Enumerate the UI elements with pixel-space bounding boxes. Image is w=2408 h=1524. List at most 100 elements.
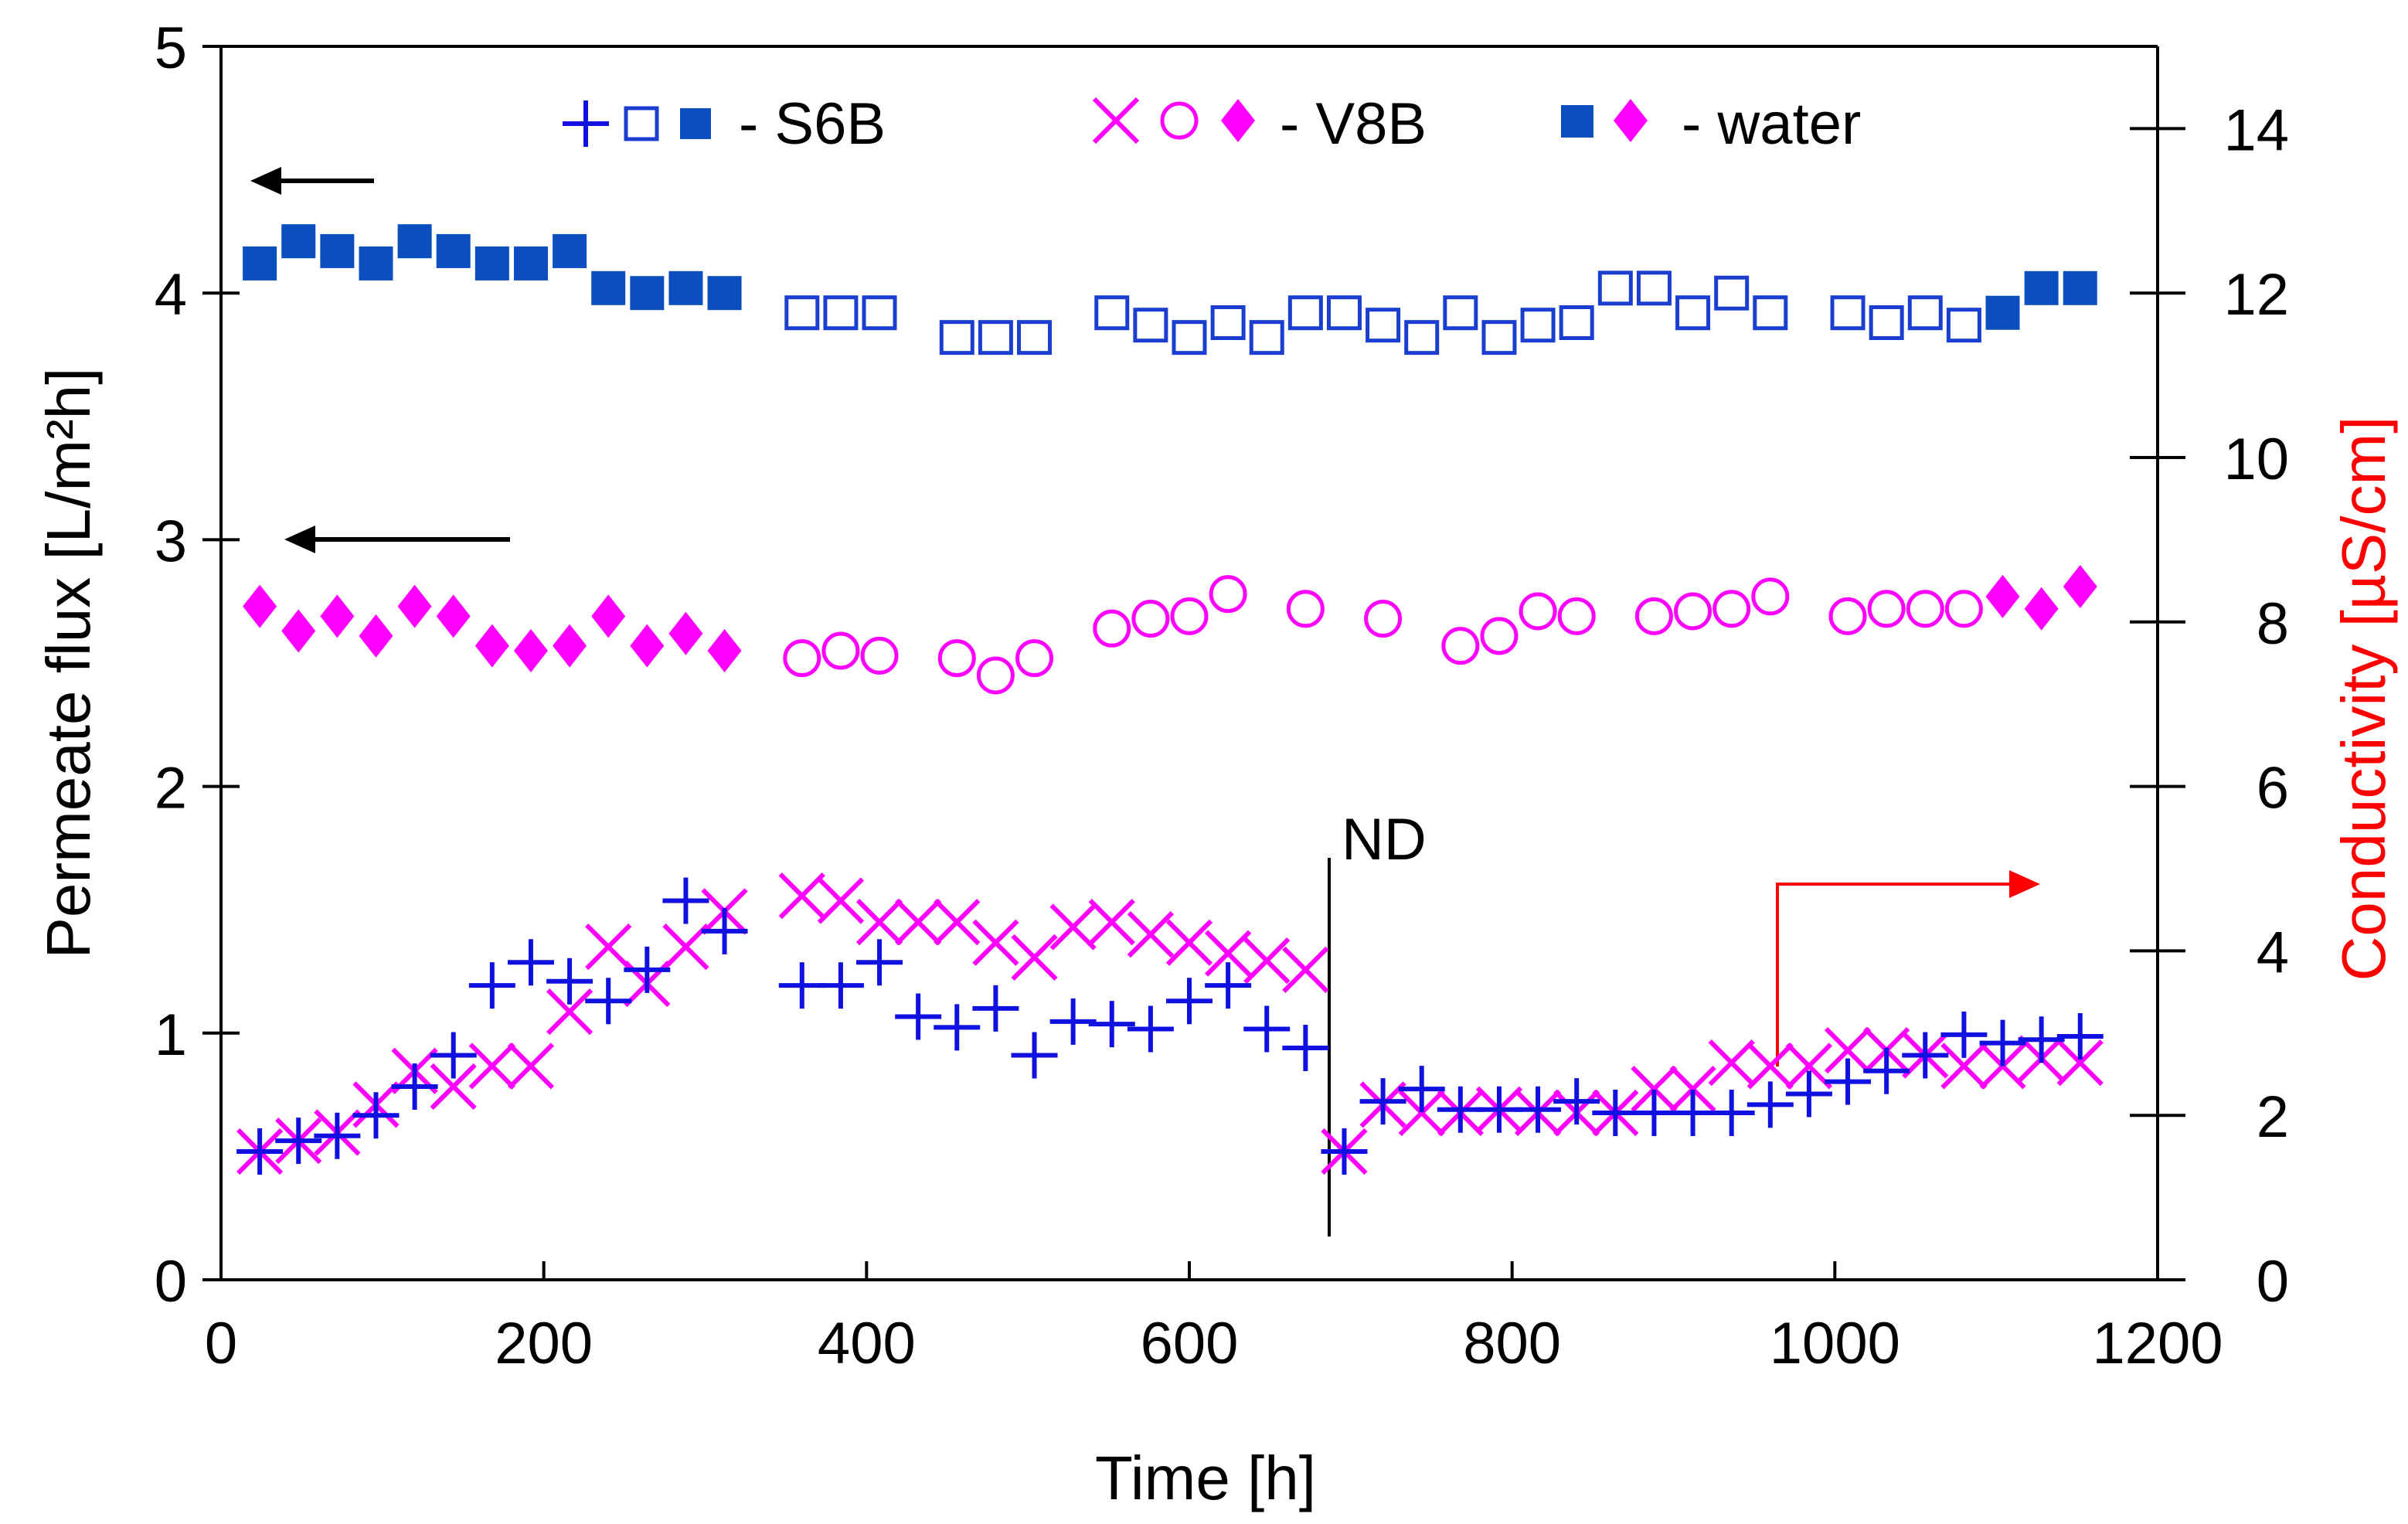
series-s6b-flux-open-square bbox=[784, 270, 1981, 355]
point-open-square bbox=[1597, 270, 1633, 306]
point-circle bbox=[1944, 590, 1983, 628]
point-plus bbox=[430, 1032, 477, 1079]
point-plus bbox=[701, 907, 748, 954]
point-plus bbox=[391, 1063, 438, 1110]
point-diamond bbox=[474, 624, 509, 668]
point-circle bbox=[860, 636, 899, 675]
axes bbox=[219, 45, 2159, 1281]
point-diamond bbox=[630, 624, 665, 668]
point-circle bbox=[1286, 590, 1325, 628]
y2-tick-label: 10 bbox=[2223, 427, 2289, 492]
point-open-square bbox=[1210, 305, 1246, 341]
point-circle bbox=[1170, 597, 1209, 635]
point-cross bbox=[778, 872, 825, 920]
point-plus bbox=[1166, 978, 1213, 1025]
point-circle bbox=[783, 639, 821, 678]
point-open-square bbox=[978, 320, 1013, 355]
point-diamond bbox=[2024, 587, 2059, 631]
point-open-square bbox=[1520, 308, 1556, 343]
y-tick-label: 0 bbox=[155, 1249, 187, 1315]
x-tick-label: 1000 bbox=[1770, 1311, 1900, 1376]
data-points bbox=[236, 224, 2104, 1175]
point-filled-square bbox=[707, 276, 742, 311]
point-plus bbox=[856, 939, 903, 986]
x-tick-label: 600 bbox=[1141, 1311, 1239, 1376]
point-plus bbox=[1940, 1011, 1988, 1058]
point-plus bbox=[1359, 1078, 1406, 1125]
legend-label: - V8B bbox=[1280, 91, 1427, 157]
point-circle bbox=[1712, 590, 1751, 628]
point-cross bbox=[1243, 937, 1291, 985]
y2-tick-label: 0 bbox=[2257, 1249, 2289, 1315]
point-open-square bbox=[1907, 295, 1943, 331]
y-axis-label: Permeate flux [L/m²h] bbox=[34, 368, 103, 959]
point-plus bbox=[972, 985, 1019, 1032]
point-open-square bbox=[1946, 308, 1981, 343]
y-tick-label: 2 bbox=[155, 756, 187, 822]
point-plus bbox=[778, 962, 825, 1009]
legend-v8b: - V8B bbox=[1092, 91, 1427, 157]
x-axis-label: Time [h] bbox=[1095, 1444, 1316, 1512]
point-plus bbox=[314, 1112, 361, 1159]
point-filled-square bbox=[513, 246, 548, 281]
point-diamond bbox=[359, 614, 393, 658]
point-diamond bbox=[320, 594, 355, 638]
point-open-square bbox=[1714, 275, 1750, 311]
point-filled-square bbox=[281, 224, 316, 259]
point-cross bbox=[895, 899, 942, 946]
diamond-icon bbox=[1221, 99, 1255, 142]
point-diamond bbox=[513, 629, 548, 673]
point-open-square bbox=[1249, 320, 1284, 355]
point-cross bbox=[1708, 1039, 1755, 1087]
point-circle bbox=[1828, 597, 1867, 635]
point-open-square bbox=[862, 295, 897, 331]
point-open-square bbox=[1094, 295, 1130, 331]
point-diamond bbox=[243, 584, 277, 628]
arrow-left-icon bbox=[284, 526, 510, 553]
point-circle bbox=[1480, 617, 1519, 655]
y2-axis-label: Conductivity [µS/cm] bbox=[2329, 417, 2398, 981]
point-cross bbox=[1746, 1043, 1794, 1090]
point-open-square bbox=[784, 295, 820, 331]
diamond-icon bbox=[1614, 99, 1648, 142]
point-open-square bbox=[1287, 295, 1323, 331]
point-filled-square bbox=[474, 246, 509, 281]
x-tick-label: 1200 bbox=[2092, 1311, 2223, 1376]
legend-label: - S6B bbox=[739, 91, 886, 157]
point-diamond bbox=[668, 611, 703, 655]
point-diamond bbox=[1985, 574, 2020, 618]
point-circle bbox=[1557, 597, 1596, 635]
point-cross bbox=[1785, 1043, 1833, 1090]
series-s6b-flux-filled-square bbox=[243, 224, 742, 311]
y2-tick-label: 12 bbox=[2223, 262, 2289, 328]
point-plus bbox=[1592, 1090, 1639, 1137]
filled-square-icon bbox=[680, 108, 711, 139]
point-plus bbox=[1902, 1032, 1949, 1079]
point-cross bbox=[1824, 1027, 1872, 1074]
series-water-flux-diamond bbox=[1985, 565, 2097, 631]
point-open-square bbox=[1869, 305, 1904, 341]
nd-label: ND bbox=[1342, 807, 1427, 873]
arrow-right-icon bbox=[1776, 870, 2040, 1066]
cross-icon bbox=[1092, 97, 1140, 145]
point-open-square bbox=[939, 320, 974, 355]
x-tick-label: 200 bbox=[495, 1311, 593, 1376]
point-open-square bbox=[1017, 320, 1053, 355]
y-tick-label: 5 bbox=[155, 15, 187, 81]
point-open-square bbox=[1830, 295, 1866, 331]
point-plus bbox=[507, 939, 554, 986]
point-open-square bbox=[1326, 295, 1362, 331]
point-open-square bbox=[1675, 295, 1711, 331]
point-plus bbox=[1088, 1001, 1135, 1048]
point-filled-square bbox=[2063, 270, 2097, 305]
point-cross bbox=[546, 988, 593, 1036]
point-diamond bbox=[436, 594, 471, 638]
point-cross bbox=[972, 919, 1019, 966]
x-tick-label: 0 bbox=[205, 1311, 237, 1376]
x-tick-label: 800 bbox=[1463, 1311, 1561, 1376]
point-plus bbox=[2056, 1013, 2104, 1060]
point-circle bbox=[976, 656, 1015, 695]
point-cross bbox=[1127, 910, 1175, 958]
point-cross bbox=[507, 1043, 555, 1090]
point-cross bbox=[1631, 1066, 1678, 1113]
